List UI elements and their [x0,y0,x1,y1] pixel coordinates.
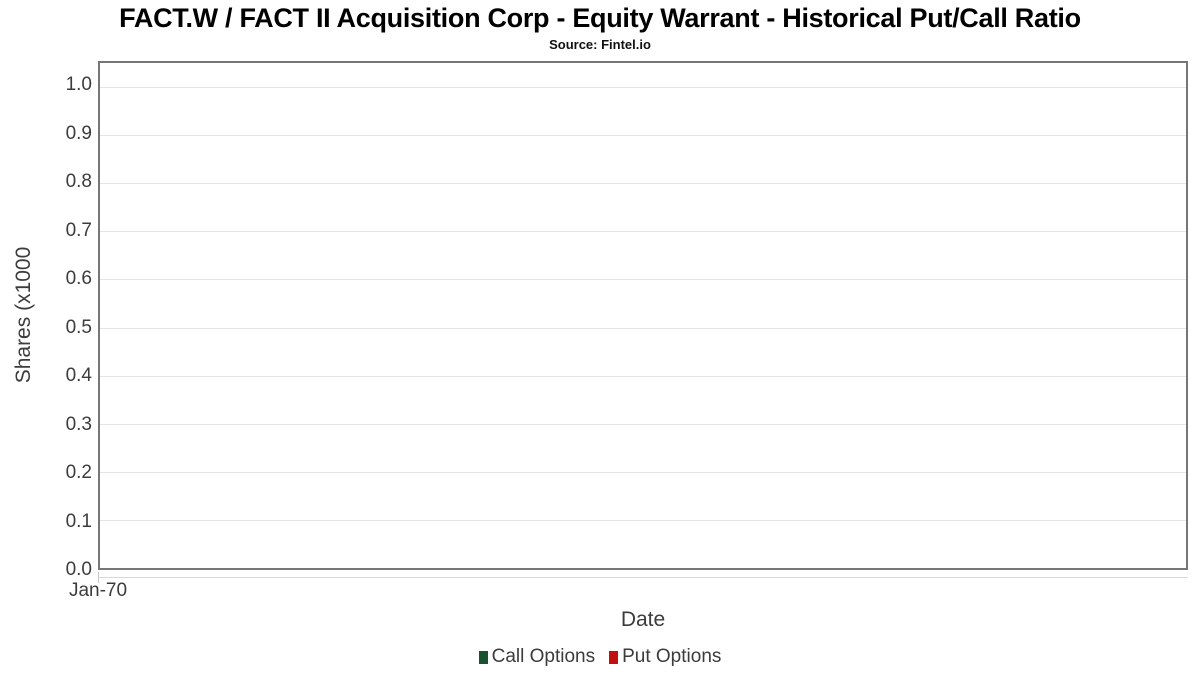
gridline [100,423,1186,425]
gridline [100,183,1186,185]
y-tick-label: 0.0 [65,559,92,580]
gridline [100,327,1186,329]
legend-swatch-icon [478,650,488,664]
gridline [100,279,1186,281]
gridline [100,471,1186,473]
gridline [100,87,1186,89]
chart-title: FACT.W / FACT II Acquisition Corp - Equi… [119,3,1081,33]
legend-item-label: Put Options [622,646,722,667]
gridline [100,519,1186,521]
chart-subtitle: Source: Fintel.io [549,37,651,52]
y-tick-label: 0.6 [65,268,92,290]
y-tick-label: 0.5 [65,316,92,338]
legend-item-call-options[interactable]: Call Options [478,646,596,668]
y-tick-label: 0.9 [65,122,92,144]
x-axis-label: Date [620,608,666,631]
y-tick-label: 0.1 [65,510,92,532]
gridline [100,231,1186,233]
legend-item-put-options[interactable]: Put Options [609,646,721,668]
y-tick-label: 0.7 [65,219,92,241]
gridline [100,135,1186,137]
y-tick-label: 0.4 [65,365,92,387]
x-axis-line [98,577,1188,578]
legend: Call Options Put Options [0,646,1200,668]
y-axis-ticks: 0.0 0.1 0.2 0.3 0.4 0.5 0.6 0.7 0.8 0.9 1.0 [0,61,92,580]
x-axis-tick-mark [98,572,99,583]
y-tick-label: 0.2 [65,462,92,484]
x-axis-tick-label: Jan-70 [68,580,128,601]
y-tick-label: 1.0 [65,74,92,96]
y-tick-label: 0.8 [65,171,92,193]
plot-area[interactable] [98,61,1188,570]
gridline [100,375,1186,377]
legend-swatch-icon [609,650,619,664]
y-tick-label: 0.3 [65,413,92,435]
legend-item-label: Call Options [491,646,596,667]
